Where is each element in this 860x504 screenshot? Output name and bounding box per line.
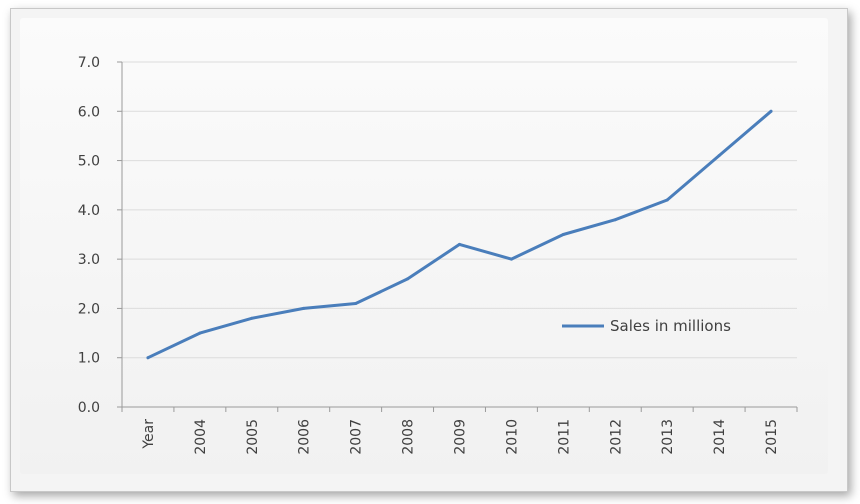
legend: Sales in millions	[562, 317, 731, 335]
data-point	[717, 154, 721, 158]
y-tick-label: 5.0	[78, 154, 100, 170]
data-point	[561, 233, 565, 236]
y-tick-label: 7.0	[78, 55, 100, 71]
data-point	[198, 331, 202, 335]
y-tick-label: 3.0	[78, 252, 100, 268]
x-tick-label: 2004	[193, 419, 209, 455]
data-point	[665, 198, 669, 202]
data-point	[406, 277, 410, 281]
x-tick-label: 2012	[608, 419, 624, 455]
data-point	[354, 302, 358, 305]
data-point	[509, 257, 513, 261]
data-point	[302, 306, 306, 310]
x-tick-label: 2013	[660, 419, 676, 455]
x-tick-label: 2014	[712, 419, 728, 455]
y-tick-label: 2.0	[78, 301, 100, 317]
data-point	[250, 316, 254, 320]
y-tick-label: 0.0	[78, 400, 100, 416]
series-layer	[146, 109, 773, 360]
data-point	[769, 109, 773, 113]
data-point	[146, 356, 150, 360]
axes	[117, 61, 798, 412]
x-tick-label: 2008	[401, 419, 417, 455]
x-tick-label: Year	[141, 419, 157, 450]
x-axis-tick-labels: Year 2004 2005 2006 2007 2008 2009 2010 2011 2012…	[141, 419, 780, 455]
legend-label: Sales in millions	[610, 317, 731, 335]
x-tick-label: 2007	[349, 419, 365, 455]
gridlines	[122, 61, 797, 359]
x-tick-label: 2006	[297, 419, 313, 455]
x-tick-label: 2010	[504, 419, 520, 455]
y-tick-label: 6.0	[78, 104, 100, 120]
chart-background	[20, 18, 828, 474]
y-axis-tick-labels: 0.0 1.0 2.0 3.0 4.0 5.0 6.0 7.0	[78, 55, 100, 416]
x-tick-label: 2011	[556, 419, 572, 455]
data-point	[458, 242, 461, 246]
x-tick-label: 2009	[453, 419, 469, 455]
y-tick-label: 1.0	[78, 351, 100, 367]
x-tick-label: 2005	[245, 419, 261, 455]
y-tick-label: 4.0	[78, 203, 100, 219]
x-tick-label: 2015	[764, 419, 780, 455]
data-point	[613, 218, 617, 222]
